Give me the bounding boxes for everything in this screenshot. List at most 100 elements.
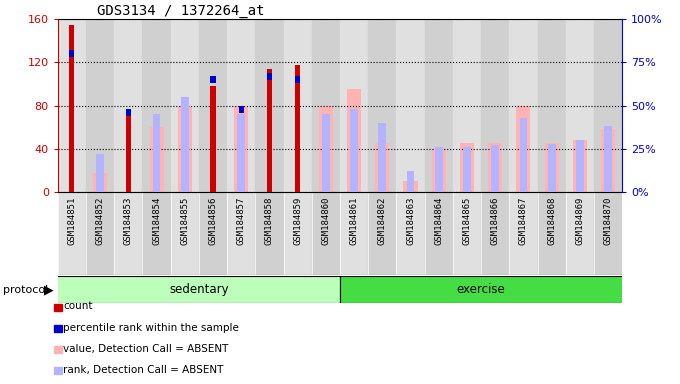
Bar xyxy=(340,276,622,303)
Bar xyxy=(594,19,622,192)
Bar xyxy=(432,149,446,192)
Bar xyxy=(516,106,530,192)
Text: GSM184863: GSM184863 xyxy=(406,196,415,245)
Text: ▶: ▶ xyxy=(44,283,54,296)
Bar xyxy=(379,123,386,192)
Text: GSM184860: GSM184860 xyxy=(322,196,330,245)
Bar xyxy=(86,192,114,275)
Bar xyxy=(211,76,216,83)
Text: GSM184861: GSM184861 xyxy=(350,196,358,245)
Bar xyxy=(573,140,587,192)
Bar xyxy=(566,19,594,192)
Bar xyxy=(143,19,171,192)
Bar xyxy=(576,140,583,192)
Text: GSM184859: GSM184859 xyxy=(293,196,302,245)
Bar xyxy=(605,126,612,192)
Bar xyxy=(126,109,131,116)
Bar xyxy=(181,97,188,192)
Bar xyxy=(153,114,160,192)
Bar xyxy=(171,19,199,192)
Bar xyxy=(267,69,272,192)
Text: GSM184865: GSM184865 xyxy=(462,196,471,245)
Bar xyxy=(375,143,390,192)
Bar xyxy=(340,192,369,275)
Bar xyxy=(234,106,248,192)
Bar xyxy=(267,73,272,80)
Bar xyxy=(509,19,538,192)
Bar xyxy=(396,192,425,275)
Text: percentile rank within the sample: percentile rank within the sample xyxy=(63,323,239,333)
Bar xyxy=(227,19,256,192)
Bar xyxy=(295,65,300,192)
Bar xyxy=(403,181,418,192)
Bar xyxy=(199,19,227,192)
Text: sedentary: sedentary xyxy=(169,283,228,296)
Text: GSM184868: GSM184868 xyxy=(547,196,556,245)
Bar xyxy=(58,276,340,303)
Text: GDS3134 / 1372264_at: GDS3134 / 1372264_at xyxy=(97,4,265,18)
Text: protocol: protocol xyxy=(3,285,49,295)
Bar xyxy=(601,129,615,192)
Bar xyxy=(435,147,443,192)
Bar xyxy=(93,172,107,192)
Bar xyxy=(340,19,369,192)
Bar xyxy=(396,19,425,192)
Text: rank, Detection Call = ABSENT: rank, Detection Call = ABSENT xyxy=(63,365,223,375)
Bar xyxy=(312,192,340,275)
Bar xyxy=(114,192,143,275)
Bar xyxy=(492,146,499,192)
Bar xyxy=(199,192,227,275)
Bar xyxy=(347,89,361,192)
Bar xyxy=(460,143,474,192)
Bar xyxy=(545,143,559,192)
Bar xyxy=(322,114,330,192)
Bar xyxy=(114,19,143,192)
Text: GSM184856: GSM184856 xyxy=(209,196,218,245)
Text: value, Detection Call = ABSENT: value, Detection Call = ABSENT xyxy=(63,344,228,354)
Bar xyxy=(425,19,453,192)
Bar xyxy=(312,19,340,192)
Bar xyxy=(319,106,333,192)
Text: GSM184851: GSM184851 xyxy=(67,196,76,245)
Text: exercise: exercise xyxy=(457,283,505,296)
Bar xyxy=(463,147,471,192)
Bar xyxy=(481,192,509,275)
Bar xyxy=(453,19,481,192)
Bar xyxy=(425,192,453,275)
Bar xyxy=(177,106,192,192)
Bar xyxy=(171,192,199,275)
Bar xyxy=(284,19,312,192)
Bar xyxy=(369,19,396,192)
Bar xyxy=(369,192,396,275)
Bar xyxy=(227,192,256,275)
Bar xyxy=(58,19,86,192)
Bar xyxy=(211,86,216,192)
Bar xyxy=(538,19,566,192)
Bar xyxy=(407,171,414,192)
Text: GSM184852: GSM184852 xyxy=(96,196,105,245)
Text: GSM184864: GSM184864 xyxy=(435,196,443,245)
Bar xyxy=(295,76,300,83)
Bar xyxy=(453,192,481,275)
Bar xyxy=(538,192,566,275)
Bar xyxy=(520,118,527,192)
Bar xyxy=(69,25,74,192)
Bar xyxy=(488,143,503,192)
Bar xyxy=(150,127,164,192)
Text: GSM184862: GSM184862 xyxy=(378,196,387,245)
Text: GSM184854: GSM184854 xyxy=(152,196,161,245)
Bar xyxy=(548,144,556,192)
Text: count: count xyxy=(63,301,92,311)
Bar xyxy=(481,19,509,192)
Text: GSM184869: GSM184869 xyxy=(575,196,584,245)
Bar xyxy=(594,192,622,275)
Text: GSM184855: GSM184855 xyxy=(180,196,189,245)
Bar xyxy=(256,19,284,192)
Bar xyxy=(126,111,131,192)
Text: GSM184867: GSM184867 xyxy=(519,196,528,245)
Text: GSM184866: GSM184866 xyxy=(491,196,500,245)
Bar xyxy=(509,192,538,275)
Bar xyxy=(237,114,245,192)
Text: GSM184853: GSM184853 xyxy=(124,196,133,245)
Bar xyxy=(143,192,171,275)
